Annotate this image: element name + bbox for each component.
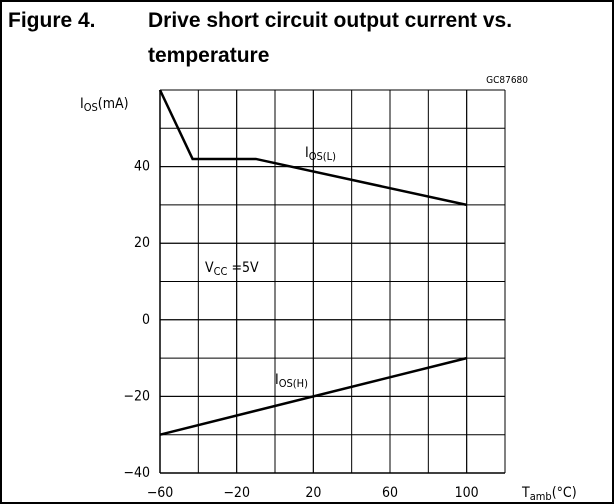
line [158,89,467,207]
annotation-part: V [205,260,214,276]
series-label-part: I [305,145,309,161]
x-tick-label: 20 [305,485,321,501]
line [159,356,467,436]
annotation-part: CC [214,265,228,278]
chart-title: temperature [148,44,269,67]
x-axis-label-part: T [521,485,530,501]
x-axis-label-part: amb [530,490,552,503]
y-axis-label-part: I [80,96,84,112]
chart-title: Drive short circuit output current vs. [148,9,512,32]
x-tick-label: −60 [147,485,174,501]
series-label: IOS(L) [305,145,336,163]
annotation: VCC =5V [205,260,259,278]
series-label: IOS(H) [275,372,308,390]
y-tick-label: 0 [142,312,150,328]
y-tick-label: 20 [134,235,150,251]
y-tick-label: −20 [123,388,150,404]
y-axis-label-part: OS [84,101,98,114]
y-tick-label: 40 [134,159,150,175]
y-tick-label: −40 [123,465,150,481]
x-tick-label: 60 [382,485,398,501]
series-label-part: I [275,372,279,388]
y-axis-label: IOS(mA) [80,96,129,114]
figure-label: Figure 4. [8,9,96,32]
x-tick-label: −20 [223,485,250,501]
y-axis-label-part: (mA) [98,96,129,112]
figure-code: GC87680 [486,75,528,86]
series-label-part: OS(L) [309,150,336,163]
series-label-part: OS(H) [279,377,308,390]
x-axis-label: Tamb(°C) [521,485,577,503]
annotation-part: =5V [227,260,259,276]
x-tick-label: 100 [455,485,479,501]
x-axis-label-part: (°C) [552,485,577,501]
